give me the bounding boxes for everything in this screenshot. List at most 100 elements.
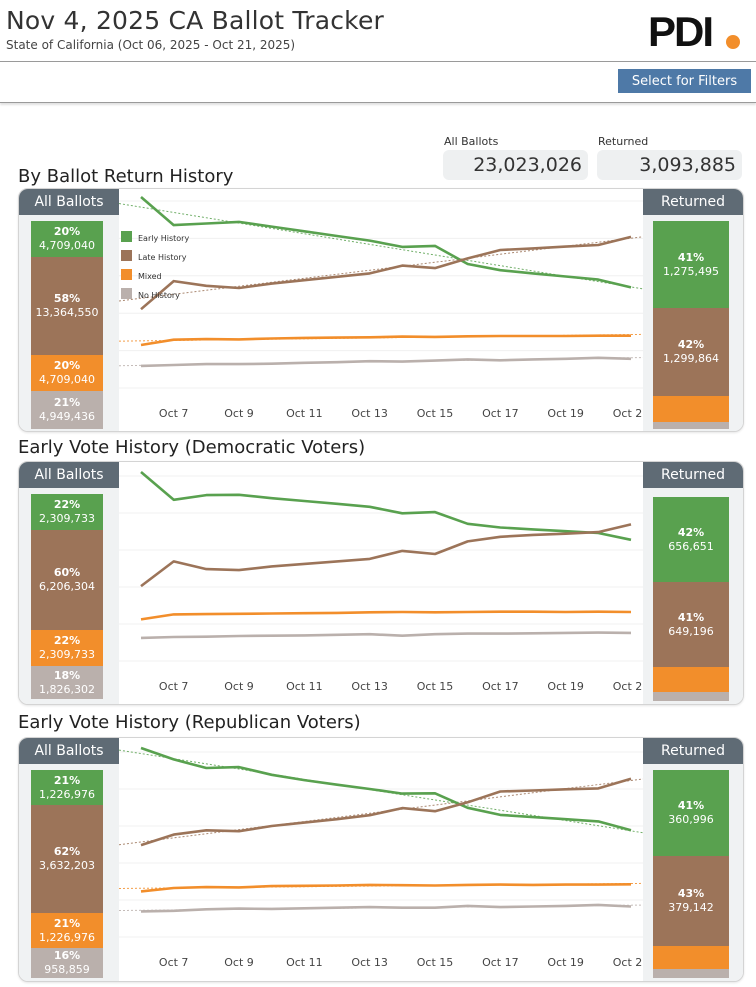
point-late-history[interactable] [301,561,307,567]
bar-segment-mixed[interactable] [653,396,729,422]
point-mixed[interactable] [530,333,536,339]
point-no-history[interactable] [171,634,177,640]
point-mixed[interactable] [563,609,569,615]
point-early-history[interactable] [301,498,307,504]
point-mixed[interactable] [236,336,242,342]
point-early-history[interactable] [334,501,340,507]
point-early-history[interactable] [628,537,634,543]
point-no-history[interactable] [465,903,471,909]
point-no-history[interactable] [432,905,438,911]
select-filters-button[interactable]: Select for Filters [618,69,751,93]
point-mixed[interactable] [563,333,569,339]
point-mixed[interactable] [432,334,438,340]
legend-swatch-early-history[interactable] [121,231,132,242]
point-mixed[interactable] [465,609,471,615]
point-early-history[interactable] [171,756,177,762]
point-late-history[interactable] [530,788,536,794]
point-early-history[interactable] [432,509,438,515]
point-mixed[interactable] [334,883,340,889]
point-late-history[interactable] [367,270,373,276]
point-no-history[interactable] [236,633,242,639]
point-mixed[interactable] [530,609,536,615]
bar-segment-mixed[interactable]: 22% 2,309,733 [31,630,103,666]
point-early-history[interactable] [138,469,144,475]
point-late-history[interactable] [595,529,601,535]
point-early-history[interactable] [203,765,209,771]
point-late-history[interactable] [399,548,405,554]
point-mixed[interactable] [530,882,536,888]
point-mixed[interactable] [595,333,601,339]
point-early-history[interactable] [236,492,242,498]
point-mixed[interactable] [301,883,307,889]
point-late-history[interactable] [236,285,242,291]
series-line-early-history[interactable] [140,196,632,289]
point-mixed[interactable] [138,888,144,894]
point-no-history[interactable] [595,355,601,361]
point-no-history[interactable] [301,905,307,911]
point-no-history[interactable] [595,630,601,636]
bar-segment-early-history[interactable]: 41% 360,996 [653,770,729,856]
point-late-history[interactable] [497,788,503,794]
bar-segment-no-history[interactable] [653,422,729,429]
point-early-history[interactable] [497,525,503,531]
bar-segment-mixed[interactable]: 21% 1,226,976 [31,913,103,948]
point-late-history[interactable] [563,244,569,250]
point-early-history[interactable] [432,243,438,249]
point-late-history[interactable] [203,283,209,289]
point-no-history[interactable] [563,630,569,636]
point-early-history[interactable] [399,791,405,797]
point-mixed[interactable] [171,337,177,343]
point-mixed[interactable] [595,882,601,888]
point-late-history[interactable] [236,567,242,573]
point-late-history[interactable] [301,820,307,826]
legend-swatch-mixed[interactable] [121,269,132,280]
point-mixed[interactable] [171,611,177,617]
point-late-history[interactable] [563,531,569,537]
series-line-no-history[interactable] [140,631,632,640]
point-no-history[interactable] [399,905,405,911]
point-early-history[interactable] [563,816,569,822]
point-no-history[interactable] [497,357,503,363]
point-mixed[interactable] [301,335,307,341]
point-mixed[interactable] [399,882,405,888]
point-early-history[interactable] [301,228,307,234]
bar-segment-no-history[interactable]: 16% 958,859 [31,948,103,978]
point-no-history[interactable] [465,356,471,362]
point-mixed[interactable] [432,609,438,615]
point-late-history[interactable] [203,827,209,833]
point-early-history[interactable] [334,233,340,239]
point-early-history[interactable] [138,194,144,200]
point-late-history[interactable] [530,245,536,251]
series-line-late-history[interactable] [140,523,632,588]
point-early-history[interactable] [530,526,536,532]
point-early-history[interactable] [432,790,438,796]
point-early-history[interactable] [399,510,405,516]
point-no-history[interactable] [432,631,438,637]
point-no-history[interactable] [203,906,209,912]
point-no-history[interactable] [530,630,536,636]
point-mixed[interactable] [269,335,275,341]
bar-segment-late-history[interactable]: 62% 3,632,203 [31,805,103,913]
point-early-history[interactable] [399,244,405,250]
point-early-history[interactable] [465,805,471,811]
point-mixed[interactable] [203,884,209,890]
point-no-history[interactable] [138,635,144,641]
bar-segment-late-history[interactable]: 42% 1,299,864 [653,308,729,396]
point-late-history[interactable] [595,242,601,248]
point-late-history[interactable] [367,812,373,818]
point-mixed[interactable] [595,609,601,615]
point-late-history[interactable] [334,558,340,564]
point-early-history[interactable] [301,777,307,783]
point-no-history[interactable] [236,906,242,912]
point-no-history[interactable] [628,630,634,636]
point-mixed[interactable] [138,342,144,348]
bar-segment-early-history[interactable]: 42% 656,651 [653,497,729,582]
point-early-history[interactable] [138,745,144,751]
point-late-history[interactable] [334,816,340,822]
point-no-history[interactable] [171,908,177,914]
point-no-history[interactable] [628,903,634,909]
point-no-history[interactable] [269,633,275,639]
point-no-history[interactable] [465,631,471,637]
point-early-history[interactable] [367,786,373,792]
point-early-history[interactable] [203,492,209,498]
